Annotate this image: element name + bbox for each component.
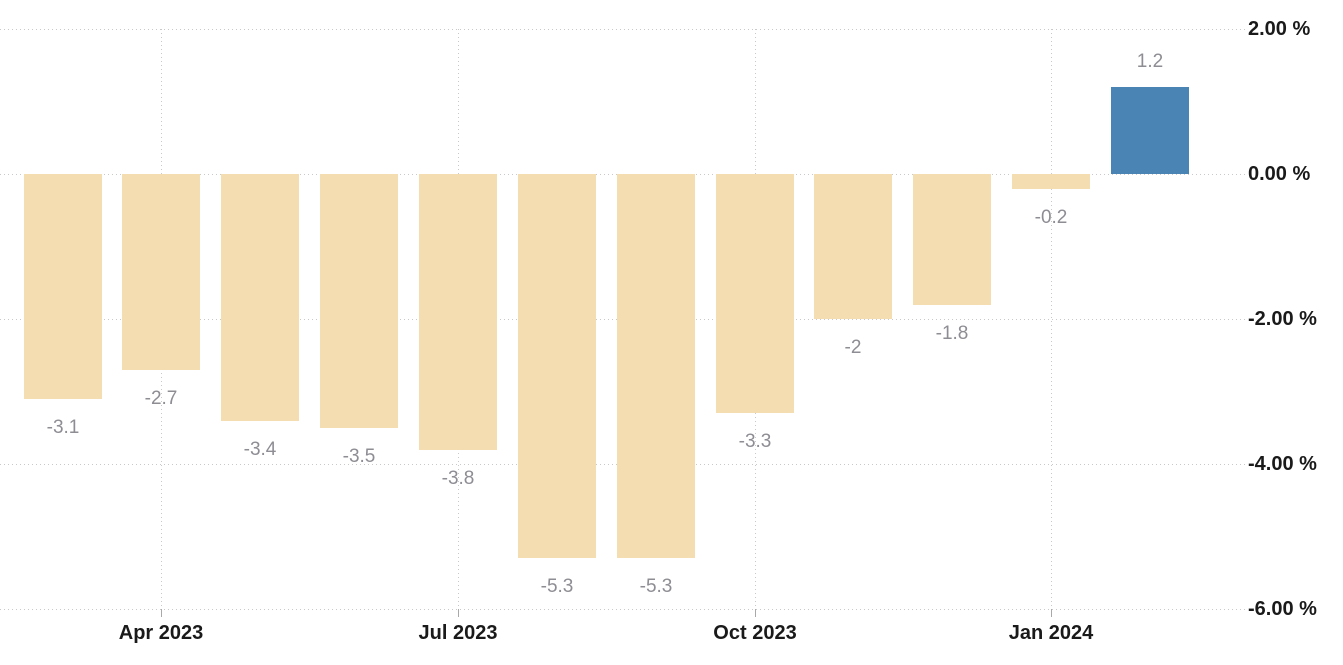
bar[interactable] [1012, 174, 1090, 189]
bar-value-label: -2 [844, 337, 862, 358]
bar[interactable] [419, 174, 497, 450]
x-axis-label: Oct 2023 [713, 622, 797, 644]
bar-value-label: -3.5 [342, 446, 376, 467]
bar[interactable] [221, 174, 299, 421]
gridline-horizontal [0, 29, 1245, 30]
x-axis-label: Jan 2024 [1008, 622, 1094, 644]
bar[interactable] [617, 174, 695, 558]
x-axis-label: Apr 2023 [118, 622, 204, 644]
x-axis-tick [161, 609, 162, 617]
bar[interactable] [1111, 87, 1189, 174]
bar-value-label: -1.8 [935, 323, 969, 344]
x-axis-tick [1051, 609, 1052, 617]
bar[interactable] [320, 174, 398, 428]
gridline-vertical [1051, 29, 1052, 609]
x-axis-label: Jul 2023 [418, 622, 498, 644]
bar-value-label: -3.4 [243, 439, 277, 460]
y-axis-label: 0.00 % [1248, 163, 1311, 185]
bar[interactable] [122, 174, 200, 370]
gridline-horizontal [0, 609, 1245, 610]
bar[interactable] [24, 174, 102, 399]
bar[interactable] [814, 174, 892, 319]
bar-value-label: -0.2 [1034, 207, 1068, 228]
bar[interactable] [518, 174, 596, 558]
y-axis-label: 2.00 % [1248, 18, 1311, 40]
bar-value-label: -3.1 [46, 417, 80, 438]
bar-value-label: -3.8 [441, 468, 475, 489]
bar[interactable] [716, 174, 794, 413]
bar[interactable] [913, 174, 991, 305]
bar-value-label: -5.3 [540, 576, 574, 597]
bar-value-label: -3.3 [738, 431, 772, 452]
bar-value-label: 1.2 [1136, 51, 1164, 72]
x-axis-tick [755, 609, 756, 617]
x-axis-tick [458, 609, 459, 617]
y-axis-label: -4.00 % [1248, 453, 1317, 475]
y-axis-label: -6.00 % [1248, 598, 1317, 620]
bar-value-label: -5.3 [639, 576, 673, 597]
bar-value-label: -2.7 [144, 388, 178, 409]
y-axis-label: -2.00 % [1248, 308, 1317, 330]
